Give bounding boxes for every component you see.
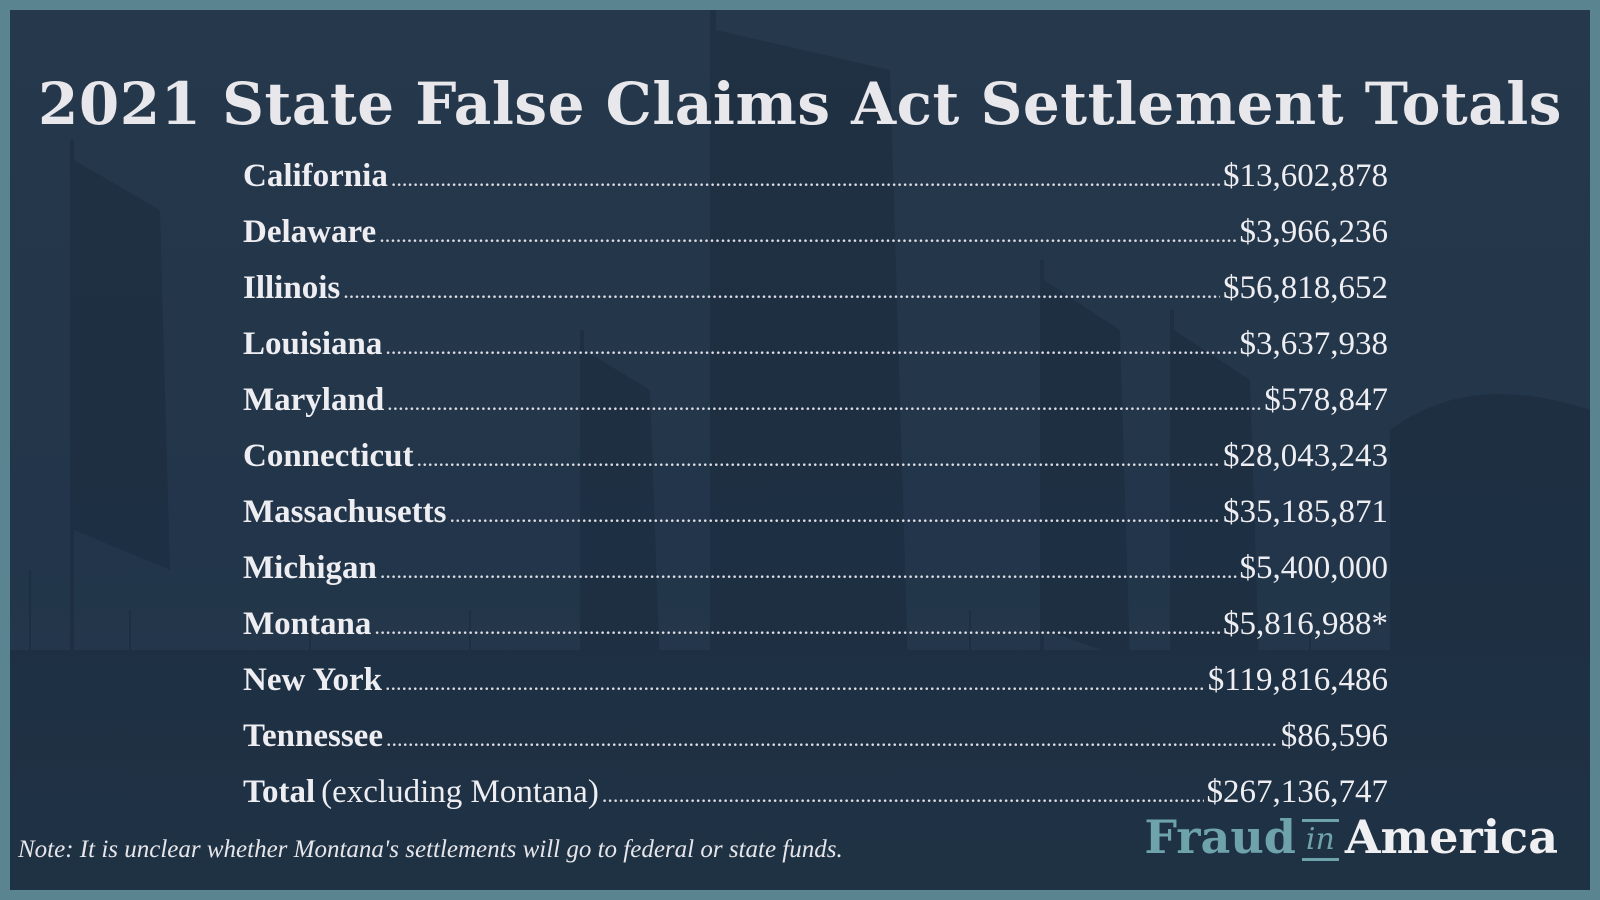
dot-leader <box>391 166 1220 192</box>
logo-part-in: in <box>1301 819 1339 861</box>
state-name: New York <box>243 662 383 698</box>
state-name: Illinois <box>243 270 341 306</box>
settlement-list: California $13,602,878 Delaware $3,966,2… <box>243 158 1388 830</box>
list-item: Connecticut $28,043,243 <box>243 438 1388 494</box>
fraud-in-america-logo: Fraud in America <box>1144 810 1558 865</box>
list-item: Maryland $578,847 <box>243 382 1388 438</box>
list-item: New York $119,816,486 <box>243 662 1388 718</box>
dot-leader <box>379 222 1236 248</box>
settlement-amount: $28,043,243 <box>1223 438 1388 474</box>
dot-leader <box>374 614 1220 640</box>
list-item: Michigan $5,400,000 <box>243 550 1388 606</box>
settlement-amount: $3,637,938 <box>1239 326 1389 362</box>
dot-leader <box>416 446 1220 472</box>
dot-leader <box>450 502 1221 528</box>
state-name: Connecticut <box>243 438 414 474</box>
dot-leader <box>602 782 1204 808</box>
total-label: Total <box>243 774 316 810</box>
total-qualifier: (excluding Montana) <box>321 774 599 810</box>
state-name: California <box>243 158 388 194</box>
dot-leader <box>385 334 1236 360</box>
settlement-amount: $86,596 <box>1280 718 1388 754</box>
infographic-frame: 2021 State False Claims Act Settlement T… <box>10 10 1590 890</box>
dot-leader <box>386 726 1278 752</box>
list-item: Montana $5,816,988* <box>243 606 1388 662</box>
dot-leader <box>380 558 1237 584</box>
state-name: Louisiana <box>243 326 383 362</box>
settlement-amount: $5,400,000 <box>1239 550 1389 586</box>
total-amount: $267,136,747 <box>1206 774 1389 810</box>
settlement-amount: $56,818,652 <box>1223 270 1388 306</box>
dot-leader <box>387 390 1261 416</box>
state-name: Montana <box>243 606 372 642</box>
list-item: Illinois $56,818,652 <box>243 270 1388 326</box>
total-row: Total (excluding Montana) $267,136,747 <box>243 774 1388 830</box>
dot-leader <box>385 670 1205 696</box>
state-name: Massachusetts <box>243 494 447 530</box>
state-name: Tennessee <box>243 718 383 754</box>
list-item: Delaware $3,966,236 <box>243 214 1388 270</box>
list-item: Louisiana $3,637,938 <box>243 326 1388 382</box>
state-name: Michigan <box>243 550 377 586</box>
settlement-amount: $578,847 <box>1264 382 1388 418</box>
settlement-amount: $35,185,871 <box>1223 494 1388 530</box>
footnote: Note: It is unclear whether Montana's se… <box>18 836 843 863</box>
list-item: Tennessee $86,596 <box>243 718 1388 774</box>
settlement-amount: $5,816,988* <box>1223 606 1388 642</box>
settlement-amount: $3,966,236 <box>1239 214 1389 250</box>
list-item: Massachusetts $35,185,871 <box>243 494 1388 550</box>
list-item: California $13,602,878 <box>243 158 1388 214</box>
state-name: Maryland <box>243 382 385 418</box>
logo-part-america: America <box>1344 810 1558 864</box>
page-title: 2021 State False Claims Act Settlement T… <box>38 70 1562 138</box>
state-name: Delaware <box>243 214 377 250</box>
settlement-amount: $119,816,486 <box>1207 662 1388 698</box>
dot-leader <box>343 278 1220 304</box>
logo-part-fraud: Fraud <box>1144 810 1296 864</box>
settlement-amount: $13,602,878 <box>1223 158 1388 194</box>
